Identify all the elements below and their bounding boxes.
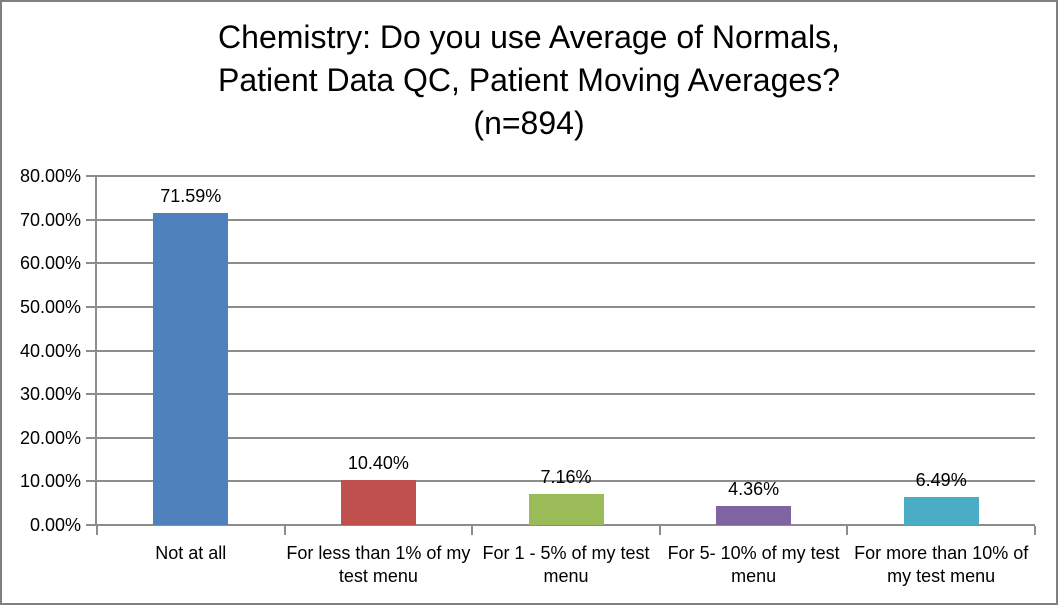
y-axis-tick xyxy=(86,262,95,265)
y-axis-tick-label: 0.00% xyxy=(29,515,81,535)
x-axis-tick xyxy=(658,526,661,535)
gridline xyxy=(97,175,1035,177)
gridline xyxy=(97,218,1035,221)
y-axis-tick-label: 10.00% xyxy=(19,471,81,492)
y-axis-tick xyxy=(86,305,95,308)
chart-title-line-1: Chemistry: Do you use Average of Normals… xyxy=(218,19,840,55)
x-axis-tick xyxy=(1034,526,1036,535)
x-axis-label: Not at all xyxy=(155,543,227,563)
y-axis-tick xyxy=(86,480,95,483)
bar xyxy=(153,213,229,525)
x-axis-label: For more than 10% of my test menu xyxy=(854,543,1029,586)
x-axis-label: For less than 1% of my test menu xyxy=(286,543,471,586)
y-axis-tick-label: 80.00% xyxy=(19,166,81,186)
chart-title: Chemistry: Do you use Average of Normals… xyxy=(2,16,1056,145)
x-axis-tick xyxy=(471,526,474,535)
gridline xyxy=(97,393,1035,396)
bar-value-label: 71.59% xyxy=(160,186,222,206)
chart-title-line-2: Patient Data QC, Patient Moving Averages… xyxy=(218,62,840,98)
y-axis-tick xyxy=(86,524,95,526)
gridline xyxy=(97,262,1035,265)
bar xyxy=(903,497,979,525)
x-axis-label: For 1 - 5% of my test menu xyxy=(482,543,650,586)
bar-value-label: 4.36% xyxy=(728,479,780,499)
gridline xyxy=(97,349,1035,352)
y-axis-tick-label: 50.00% xyxy=(19,296,81,317)
bar xyxy=(716,506,792,525)
y-axis-tick xyxy=(86,175,95,177)
x-axis-tick xyxy=(283,526,286,535)
y-axis-tick-label: 70.00% xyxy=(19,209,81,230)
y-axis-line xyxy=(95,175,97,526)
y-axis-tick-label: 30.00% xyxy=(19,384,81,405)
gridline xyxy=(97,480,1035,483)
y-axis-tick-label: 20.00% xyxy=(19,427,81,448)
y-axis-tick xyxy=(86,393,95,396)
x-axis-tick xyxy=(846,526,849,535)
y-axis-tick xyxy=(86,218,95,221)
y-axis-tick-label: 40.00% xyxy=(19,340,81,361)
chart-title-line-3: (n=894) xyxy=(473,105,585,141)
x-axis-tick xyxy=(96,526,98,535)
x-axis-label: For 5- 10% of my test menu xyxy=(667,543,840,586)
bar-value-label: 6.49% xyxy=(915,470,967,490)
bar-value-label: 10.40% xyxy=(347,453,409,473)
y-axis-tick xyxy=(86,436,95,439)
bar xyxy=(528,494,604,525)
bar xyxy=(340,480,416,525)
gridline xyxy=(97,305,1035,308)
y-axis-tick xyxy=(86,349,95,352)
y-axis-tick-label: 60.00% xyxy=(19,253,81,274)
x-axis-line xyxy=(95,524,1035,526)
bar-value-label: 7.16% xyxy=(540,467,592,487)
gridline xyxy=(97,436,1035,439)
